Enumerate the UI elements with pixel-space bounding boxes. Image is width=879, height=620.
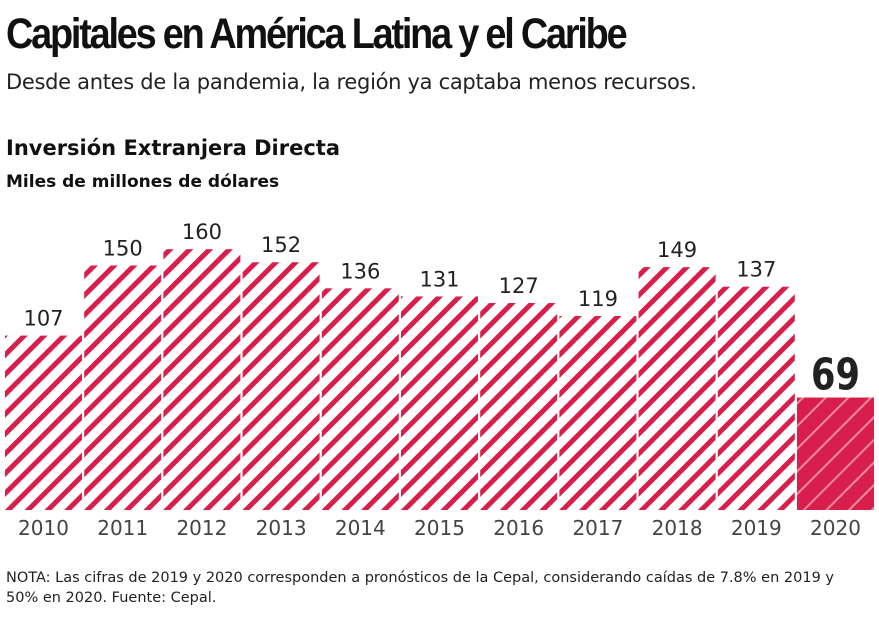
bar-2014 — [321, 288, 399, 510]
x-tick-label-2012: 2012 — [176, 516, 227, 540]
x-tick-label-2017: 2017 — [572, 516, 623, 540]
data-label-2015: 131 — [419, 267, 459, 291]
x-tick-label-2018: 2018 — [652, 516, 703, 540]
bar-2012 — [163, 249, 241, 510]
data-label-2019: 137 — [736, 258, 776, 282]
data-label-2018: 149 — [657, 238, 697, 262]
x-tick-label-2020: 2020 — [810, 516, 861, 540]
bar-chart: 107 2010 150 2011 160 2012 152 2013 136 2014 131 20… — [5, 220, 874, 540]
bar-2019 — [717, 286, 795, 510]
x-tick-label-2013: 2013 — [256, 516, 307, 540]
bar-2016 — [480, 302, 558, 510]
footnote: NOTA: Las cifras de 2019 y 2020 correspo… — [6, 570, 834, 606]
data-label-2010: 107 — [23, 307, 63, 331]
bar-2015 — [401, 296, 478, 510]
chart-unit-label: Miles de millones de dólares — [6, 172, 280, 192]
x-tick-label-2016: 2016 — [493, 516, 544, 540]
x-tick-label-2010: 2010 — [18, 516, 69, 540]
x-tick-label-2014: 2014 — [335, 516, 386, 540]
data-label-2020: 69 — [811, 350, 860, 401]
page-title: Capitales en América Latina y el Caribe — [6, 10, 628, 58]
data-label-2017: 119 — [578, 287, 618, 311]
x-tick-label-2019: 2019 — [731, 516, 782, 540]
data-label-2016: 127 — [499, 274, 539, 298]
bar-2018 — [638, 267, 716, 510]
x-tick-label-2015: 2015 — [414, 516, 465, 540]
data-label-2014: 136 — [340, 259, 380, 283]
x-tick-label-2011: 2011 — [97, 516, 148, 540]
bar-2013 — [242, 262, 320, 510]
chart-title: Inversión Extranjera Directa — [6, 136, 341, 160]
data-label-2011: 150 — [103, 237, 143, 261]
bar-2010 — [5, 335, 82, 510]
page-subtitle: Desde antes de la pandemia, la región ya… — [6, 70, 697, 94]
bar-2011 — [84, 265, 162, 510]
data-label-2013: 152 — [261, 233, 301, 257]
bar-2020 — [797, 397, 874, 510]
data-label-2012: 160 — [182, 220, 222, 244]
bar-2017 — [559, 316, 637, 510]
